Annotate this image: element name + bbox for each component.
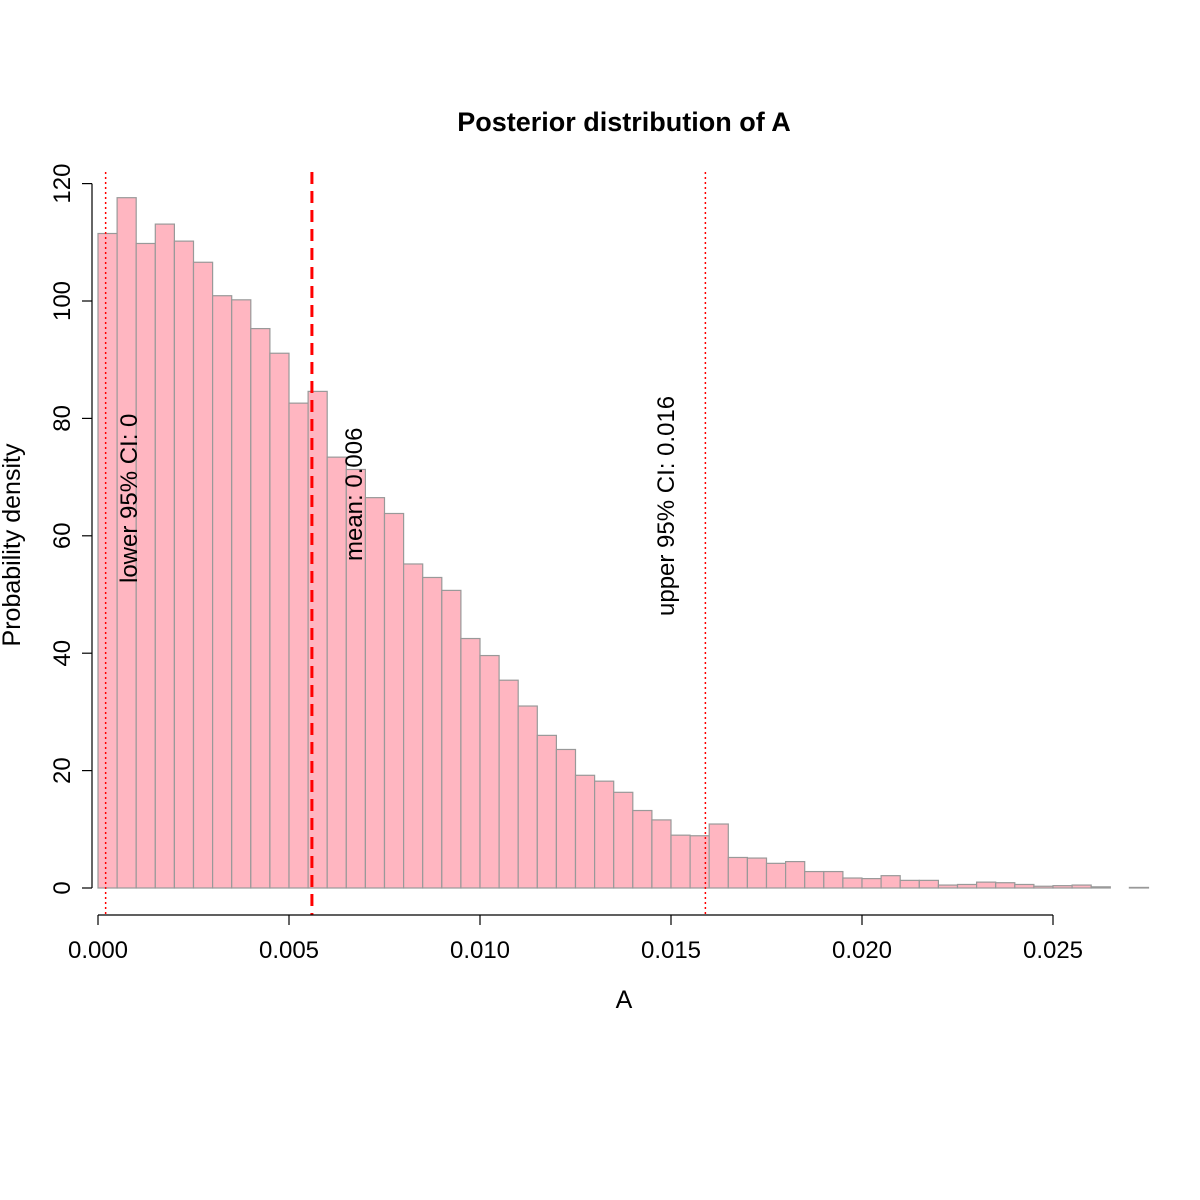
histogram-bar	[880, 875, 901, 889]
x-tick-label: 0.015	[641, 937, 701, 964]
histogram-bar	[231, 299, 252, 889]
y-axis: 0 20 40 60 80 100 120	[49, 164, 93, 895]
histogram-bar	[212, 295, 233, 889]
histogram-bar	[975, 881, 997, 889]
histogram-bar	[918, 879, 939, 889]
upper-ci-label: upper 95% CI: 0.016	[653, 396, 680, 616]
y-tick-label: 40	[49, 640, 76, 667]
histogram-bar	[269, 352, 290, 889]
histogram-bar	[460, 637, 481, 889]
x-tick-label: 0.010	[450, 937, 510, 964]
lower-ci-label: lower 95% CI: 0	[116, 414, 143, 583]
histogram-bar	[995, 882, 1016, 889]
histogram-bar	[192, 261, 214, 889]
histogram-bar	[727, 856, 748, 889]
histogram-bar	[498, 679, 519, 889]
histogram-bar	[574, 774, 596, 889]
y-tick-label: 80	[49, 405, 76, 432]
histogram-bar	[1090, 886, 1111, 889]
histogram-bar	[1071, 884, 1092, 889]
histogram-bar	[97, 232, 118, 889]
histogram-bar	[536, 734, 557, 889]
histogram-bar	[364, 497, 386, 889]
histogram-bar	[555, 748, 577, 889]
y-tick-label: 120	[49, 164, 76, 204]
y-axis-label: Probability density	[0, 443, 26, 646]
x-axis-label: A	[616, 986, 633, 1014]
y-tick-label: 100	[49, 281, 76, 321]
y-tick-label: 60	[49, 522, 76, 549]
x-tick-label: 0.025	[1023, 937, 1083, 964]
histogram-bar	[613, 791, 634, 889]
x-tick-label: 0.005	[259, 937, 319, 964]
histogram-bar	[1033, 885, 1054, 889]
histogram-bar	[593, 780, 615, 889]
x-axis: 0.000 0.005 0.010 0.015 0.020 0.025	[68, 914, 1083, 964]
histogram-bar	[689, 835, 710, 889]
reference-lines: lower 95% CI: 0 mean: 0.006 upper 95% CI: …	[104, 172, 707, 915]
histogram-bar	[823, 870, 844, 889]
histogram-bar	[842, 877, 863, 889]
histogram-bar	[1128, 886, 1150, 889]
histogram-bar	[632, 809, 653, 889]
histogram-bar	[746, 857, 768, 889]
histogram-bar	[517, 705, 538, 889]
histogram-bar	[670, 834, 691, 889]
histogram-bar	[288, 402, 309, 889]
histogram-bar	[937, 884, 959, 889]
histogram-bar	[403, 563, 424, 889]
y-tick-label: 0	[49, 881, 76, 894]
mean-label: mean: 0.006	[341, 428, 368, 561]
histogram-bar	[250, 327, 271, 889]
histogram-bar	[784, 860, 806, 889]
histogram-bar	[154, 223, 176, 889]
histogram-bar	[422, 576, 443, 889]
x-tick-label: 0.000	[68, 937, 128, 964]
y-tick-label: 20	[49, 757, 76, 784]
histogram-bar	[765, 862, 787, 889]
histogram-bar	[861, 878, 882, 889]
histogram-bar	[173, 240, 195, 889]
histogram-bar	[956, 883, 978, 889]
histogram-bar	[441, 589, 462, 889]
histogram-bar	[1052, 885, 1073, 889]
histogram-bar	[1014, 883, 1035, 889]
histogram-bar	[479, 654, 500, 889]
histogram-bar	[383, 512, 405, 889]
histogram-bar	[804, 870, 825, 889]
histogram-bar	[899, 879, 920, 889]
chart-title: Posterior distribution of A	[457, 107, 791, 137]
histogram-bars	[97, 197, 1150, 889]
x-tick-label: 0.020	[832, 937, 892, 964]
histogram-bar	[708, 823, 729, 889]
histogram-bar	[651, 819, 672, 889]
